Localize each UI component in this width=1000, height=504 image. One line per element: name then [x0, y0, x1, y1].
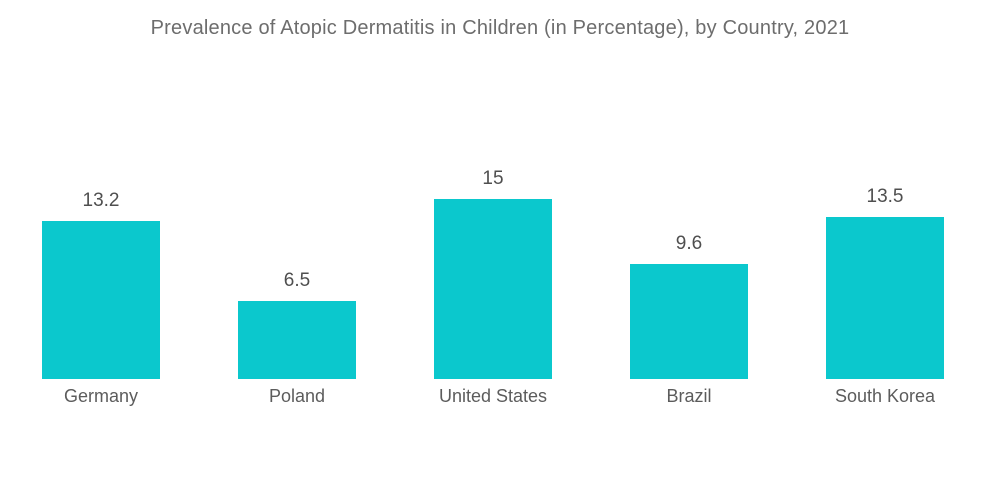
bar-chart: 13.2 Germany 6.5 Poland 15 United States 9.6 Br… [0, 41, 1000, 406]
chart-title: Prevalence of Atopic Dermatitis in Child… [150, 17, 850, 39]
bar-value-label: 13.2 [82, 190, 120, 211]
bar [238, 301, 356, 379]
bar-value-label: 6.5 [283, 270, 311, 291]
category-label: Poland [268, 386, 326, 406]
bar-column: 9.6 Brazil [630, 233, 748, 406]
bar [434, 199, 552, 379]
bar-column: 6.5 Poland [238, 270, 356, 406]
category-label: Germany [63, 386, 139, 406]
bar-value-label: 9.6 [675, 233, 703, 254]
bar [42, 221, 160, 379]
bar-value-label: 13.5 [866, 186, 904, 207]
bar-column: 13.5 South Korea [826, 186, 944, 406]
bar [630, 264, 748, 379]
category-label: Brazil [666, 386, 712, 406]
bar-column: 15 United States [434, 168, 552, 406]
bar-column: 13.2 Germany [42, 190, 160, 406]
bar-value-label: 15 [482, 168, 504, 189]
category-label: South Korea [834, 386, 936, 406]
bar [826, 217, 944, 379]
category-label: United States [438, 386, 548, 406]
